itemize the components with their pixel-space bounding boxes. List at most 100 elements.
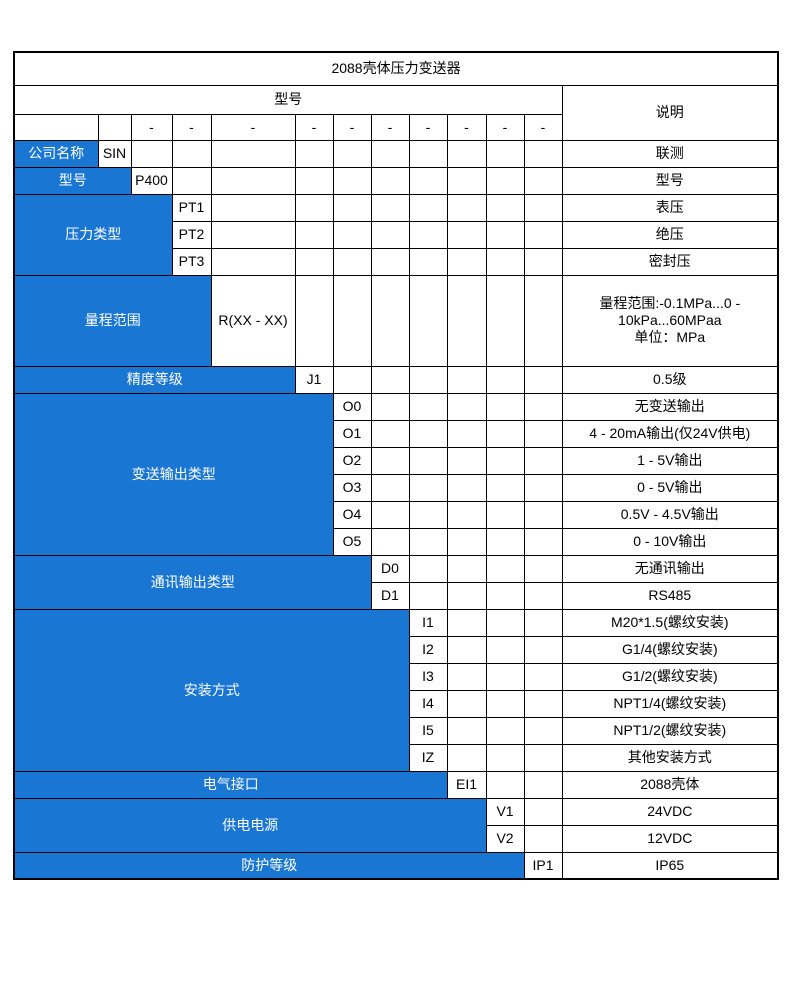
separator-dash-cell: -	[294, 113, 334, 141]
code-cell: I5	[408, 716, 448, 745]
code-cell: I1	[408, 608, 448, 637]
model-code-header: 型号	[13, 84, 563, 115]
empty-code-cell	[370, 527, 410, 556]
empty-code-cell	[485, 274, 525, 367]
empty-code-cell	[523, 247, 563, 276]
empty-code-cell	[408, 446, 448, 475]
spec-row: V2 12VDC	[14, 824, 779, 853]
description-cell: 24VDC	[561, 797, 779, 826]
empty-code-cell	[370, 139, 410, 168]
empty-code-cell	[485, 662, 525, 691]
code-cell: EI1	[446, 770, 487, 799]
empty-code-cell	[210, 247, 296, 276]
empty-code-cell	[370, 365, 410, 394]
empty-code-cell	[446, 743, 487, 772]
code-cell: IP1	[523, 851, 563, 880]
description-cell: 2088壳体	[561, 770, 779, 799]
description-header: 说明	[561, 84, 779, 141]
code-cell: PT2	[171, 220, 212, 249]
empty-code-cell	[523, 635, 563, 664]
empty-code-cell	[408, 220, 448, 249]
empty-code-cell	[171, 166, 212, 195]
separator-dash-cell: -	[485, 113, 525, 141]
spec-row: 供电电源 V1 24VDC	[13, 797, 779, 853]
empty-code-cell	[485, 419, 525, 448]
empty-code-cell	[446, 274, 487, 367]
separator-dash-cell: -	[408, 113, 448, 141]
empty-code-cell	[523, 473, 563, 502]
description-cell: RS485	[561, 581, 779, 610]
empty-code-cell	[485, 473, 525, 502]
empty-code-cell	[446, 193, 487, 222]
spec-row: 安装方式 I1 M20*1.5(螺纹安装)	[13, 608, 779, 772]
empty-code-cell	[523, 527, 563, 556]
description-cell: 0 - 5V输出	[561, 473, 779, 502]
empty-code-cell	[408, 193, 448, 222]
empty-code-cell	[446, 581, 487, 610]
empty-code-cell	[408, 554, 448, 583]
code-cell: O2	[332, 446, 372, 475]
empty-code-cell	[370, 473, 410, 502]
empty-code-cell	[130, 139, 173, 168]
empty-code-cell	[523, 365, 563, 394]
empty-code-cell	[332, 193, 372, 222]
empty-code-cell	[485, 554, 525, 583]
spec-row: I3 G1/2(螺纹安装)	[14, 662, 779, 691]
description-cell: 型号	[561, 166, 779, 195]
empty-code-cell	[523, 392, 563, 421]
code-cell: O3	[332, 473, 372, 502]
empty-code-cell	[370, 446, 410, 475]
empty-code-cell	[446, 419, 487, 448]
section-label: 安装方式	[13, 608, 410, 772]
empty-code-cell	[210, 220, 296, 249]
empty-code-cell	[294, 220, 334, 249]
empty-code-cell	[446, 473, 487, 502]
section-label: 型号	[13, 166, 132, 195]
description-cell: 1 - 5V输出	[561, 446, 779, 475]
spec-row: 压力类型 PT1 表压	[13, 193, 779, 276]
empty-code-cell	[370, 193, 410, 222]
empty-code-cell	[523, 770, 563, 799]
spec-row: O1 4 - 20mA输出(仅24V供电)	[14, 419, 779, 448]
empty-code-cell	[523, 743, 563, 772]
spec-row: O3 0 - 5V输出	[14, 473, 779, 502]
empty-code-cell	[523, 581, 563, 610]
empty-code-cell	[332, 139, 372, 168]
page-title: 2088壳体压力变送器	[13, 51, 779, 86]
empty-code-cell	[446, 392, 487, 421]
separator-blank-cell	[13, 113, 99, 141]
empty-code-cell	[294, 247, 334, 276]
empty-code-cell	[332, 247, 372, 276]
empty-code-cell	[485, 220, 525, 249]
separator-dash-cell: -	[171, 113, 212, 141]
description-cell: NPT1/2(螺纹安装)	[561, 716, 779, 745]
empty-code-cell	[294, 139, 334, 168]
description-cell: 密封压	[561, 247, 779, 276]
description-cell: 绝压	[561, 220, 779, 249]
separator-dash-cell: -	[210, 113, 296, 141]
code-cell: R(XX - XX)	[210, 274, 296, 367]
empty-code-cell	[370, 419, 410, 448]
spec-row: 变送输出类型 O0 无变送输出	[13, 392, 779, 556]
empty-code-cell	[446, 716, 487, 745]
empty-code-cell	[523, 500, 563, 529]
spec-row: PT2 绝压	[14, 220, 779, 249]
empty-code-cell	[446, 500, 487, 529]
empty-code-cell	[446, 139, 487, 168]
section-label: 供电电源	[13, 797, 487, 853]
empty-code-cell	[446, 166, 487, 195]
code-cell: I2	[408, 635, 448, 664]
description-cell: 0 - 10V输出	[561, 527, 779, 556]
empty-code-cell	[485, 247, 525, 276]
description-cell: 4 - 20mA输出(仅24V供电)	[561, 419, 779, 448]
empty-code-cell	[523, 554, 563, 583]
empty-code-cell	[446, 554, 487, 583]
empty-code-cell	[408, 274, 448, 367]
empty-code-cell	[408, 419, 448, 448]
empty-code-cell	[485, 139, 525, 168]
separator-row: ----------	[13, 113, 778, 141]
code-cell: O1	[332, 419, 372, 448]
empty-code-cell	[446, 446, 487, 475]
empty-code-cell	[485, 365, 525, 394]
section-label: 精度等级	[13, 365, 296, 394]
